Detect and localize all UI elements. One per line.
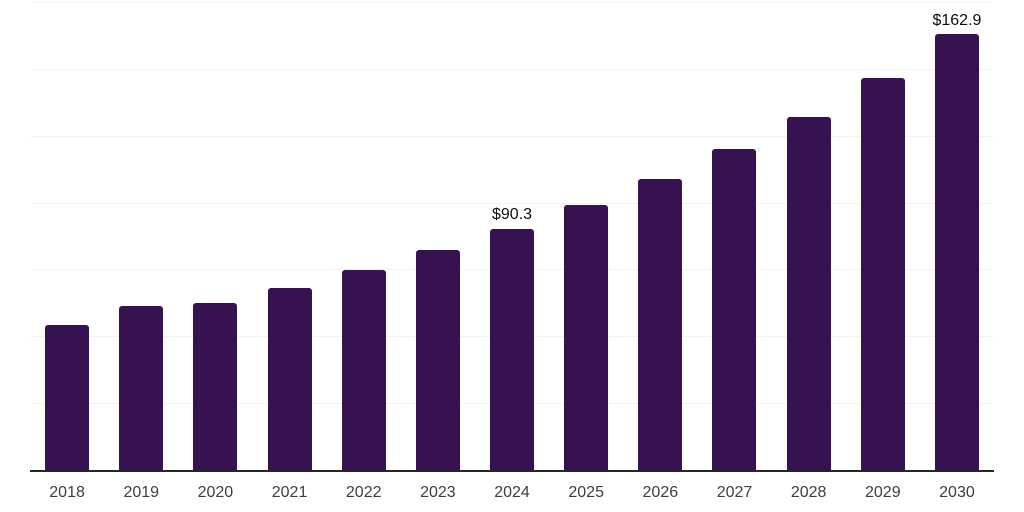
bar-slot-2021: [252, 2, 326, 470]
bars-layer: $90.3 $162.9: [30, 2, 994, 470]
bar-slot-2028: [772, 2, 846, 470]
bar-2022: [341, 269, 386, 470]
bar-2021: [267, 287, 312, 470]
bar-slot-2022: [327, 2, 401, 470]
bar-2026: [638, 179, 683, 470]
bar-slot-2029: [846, 2, 920, 470]
bar-slot-2030: $162.9: [920, 2, 994, 470]
bar-slot-2020: [178, 2, 252, 470]
bar-2028: [786, 117, 831, 470]
x-tick-label-2025: 2025: [568, 484, 604, 501]
x-tick-label-2024: 2024: [494, 484, 530, 501]
bar-2023: [415, 249, 460, 470]
bar-value-label-2030: $162.9: [932, 11, 982, 29]
grid-line-100: [30, 202, 994, 204]
bar-value-label-2024: $90.3: [491, 205, 533, 223]
x-tick-label-2029: 2029: [865, 484, 901, 501]
grid-line-125: [30, 135, 994, 137]
bar-2018: [45, 325, 90, 470]
x-tick-label-2021: 2021: [271, 484, 308, 501]
x-tick-label-2020: 2020: [197, 484, 234, 501]
bar-slot-2018: [30, 2, 104, 470]
plot-area: $90.3 $162.9: [30, 2, 994, 472]
grid-line-175: [30, 2, 994, 3]
bar-2020: [193, 303, 238, 470]
bar-slot-2026: [623, 2, 697, 470]
x-tick-label-2022: 2022: [345, 484, 382, 501]
x-tick-label-2026: 2026: [642, 484, 679, 501]
x-tick-label-2028: 2028: [790, 484, 827, 501]
bar-slot-2025: [549, 2, 623, 470]
x-tick-label-2027: 2027: [716, 484, 753, 501]
bar-slot-2019: [104, 2, 178, 470]
bar-slot-2024: $90.3: [475, 2, 549, 470]
grid-line-150: [30, 68, 994, 70]
x-axis-labels: 2018 2019 2020 2021 2022 2023 2024 2025 2026 2027…: [30, 474, 994, 502]
bar-2030: [934, 34, 979, 470]
bar-slot-2023: [401, 2, 475, 470]
bar-2029: [860, 78, 905, 470]
bar-slot-2027: [697, 2, 771, 470]
x-tick-label-2030: 2030: [939, 484, 975, 501]
bar-2024: [490, 228, 535, 470]
x-tick-label-2019: 2019: [123, 484, 160, 501]
bar-2027: [712, 148, 757, 470]
x-tick-label-2023: 2023: [420, 484, 456, 501]
bar-2019: [119, 306, 164, 470]
bar-2025: [564, 204, 609, 470]
x-tick-label-2018: 2018: [49, 484, 85, 501]
